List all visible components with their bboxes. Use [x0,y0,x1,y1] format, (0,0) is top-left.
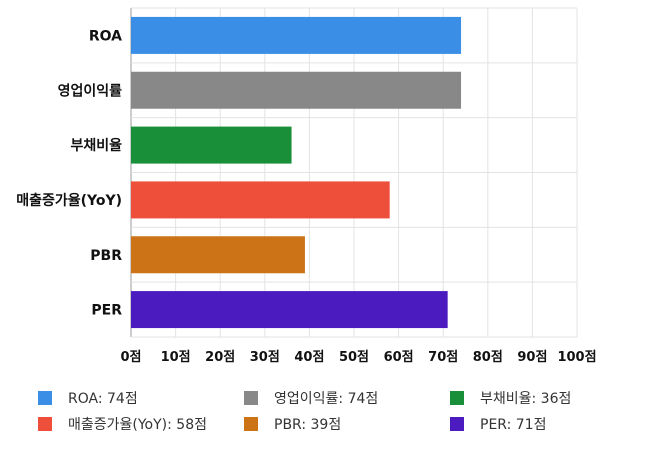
bar-5 [131,291,448,329]
legend-label: ROA: 74점 [68,391,138,407]
x-tick-label: 0점 [120,350,141,365]
x-tick-label: 60점 [384,350,414,365]
bar-1 [131,71,462,109]
legend-item: 매출증가율(YoY): 58점 [38,414,207,434]
x-tick-label: 50점 [339,350,369,365]
legend-label: PER: 71점 [480,417,547,433]
legend-swatch [244,417,258,431]
legend-item: 영업이익률: 74점 [244,388,378,408]
x-tick-label: 30점 [250,350,280,365]
legend-item: PBR: 39점 [244,414,341,434]
legend-label: 영업이익률: 74점 [274,391,379,407]
x-tick-labels: 0점 10점 20점 30점 40점 50점 60점 70점 80점 90점 100점 [120,350,596,365]
legend-label: 매출증가율(YoY): 58점 [68,417,207,433]
x-tick-label: 40점 [294,350,324,365]
legend-swatch [450,417,464,431]
category-label: 매출증가율(YoY) [16,192,122,209]
bar-0 [131,16,462,54]
bar-4 [131,236,305,274]
x-tick-label: 70점 [428,350,458,365]
legend-item: 부채비율: 36점 [450,388,571,408]
x-tick-label: 100점 [557,350,596,365]
legend-swatch [450,391,464,405]
legend-swatch [38,417,52,431]
category-label: PBR [90,248,122,264]
bars [131,16,462,329]
x-tick-label: 10점 [161,350,191,365]
category-label: 부채비율 [70,137,122,154]
bar-3 [131,181,390,219]
x-tick-label: 80점 [473,350,503,365]
legend-label: 부채비율: 36점 [480,391,572,407]
bar-2 [131,126,292,164]
category-label: ROA [89,28,122,44]
x-tick-label: 20점 [205,350,235,365]
category-label: 영업이익률 [58,82,123,99]
grid-lines [130,7,578,338]
legend-swatch [244,391,258,405]
category-label: PER [91,303,122,319]
legend-swatch [38,391,52,405]
legend-label: PBR: 39점 [274,417,342,433]
legend-item: PER: 71점 [450,414,546,434]
x-tick-label: 90점 [517,350,547,365]
legend-item: ROA: 74점 [38,388,138,408]
